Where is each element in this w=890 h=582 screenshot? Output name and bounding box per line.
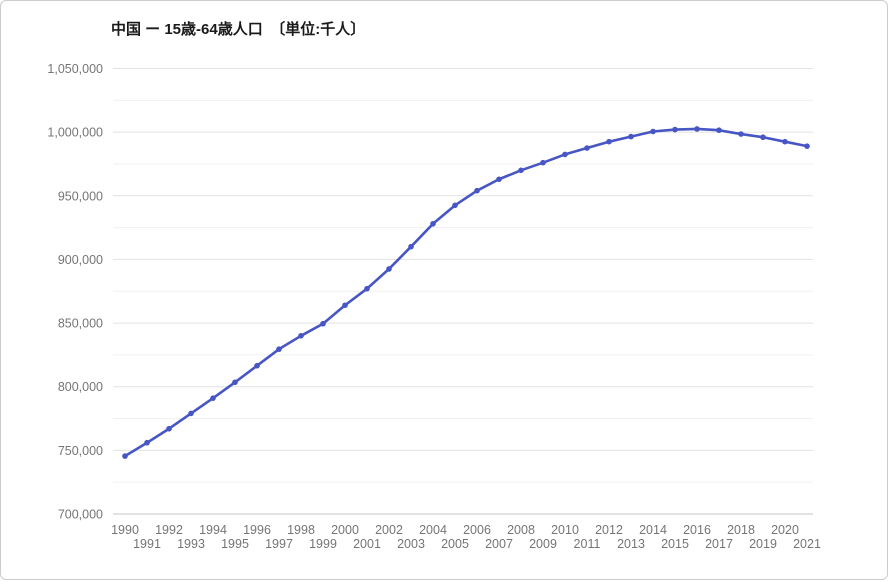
data-point xyxy=(452,202,458,209)
x-tick-label: 1992 xyxy=(155,523,183,537)
x-tick-label: 2011 xyxy=(574,537,601,551)
data-point xyxy=(276,346,282,352)
data-point xyxy=(738,131,744,137)
data-point xyxy=(628,133,634,140)
x-tick-label: 2019 xyxy=(749,537,777,551)
data-point xyxy=(430,220,436,227)
data-point xyxy=(144,439,150,446)
x-tick-label: 1997 xyxy=(265,537,293,551)
data-point xyxy=(782,138,788,145)
x-tick-label: 2014 xyxy=(639,523,667,537)
y-tick-label: 850,000 xyxy=(58,317,103,331)
x-tick-label: 2018 xyxy=(727,523,755,537)
data-point xyxy=(716,127,722,134)
x-tick-label: 1994 xyxy=(199,523,227,537)
data-point xyxy=(188,410,194,417)
data-point xyxy=(760,134,766,141)
data-point xyxy=(232,379,238,386)
x-tick-label: 2012 xyxy=(595,523,623,537)
x-tick-label: 2020 xyxy=(771,523,799,537)
y-tick-label: 800,000 xyxy=(58,380,103,394)
x-tick-label: 2003 xyxy=(397,537,425,551)
y-tick-label: 900,000 xyxy=(58,253,103,267)
x-tick-label: 2001 xyxy=(353,537,381,551)
x-tick-label: 1995 xyxy=(221,537,249,551)
data-point xyxy=(166,425,172,432)
x-tick-label: 2000 xyxy=(331,523,359,537)
x-tick-label: 2008 xyxy=(507,523,535,537)
x-tick-label: 2013 xyxy=(617,537,645,551)
x-tick-label: 1998 xyxy=(287,523,315,537)
data-point xyxy=(122,453,128,459)
x-tick-label: 2010 xyxy=(551,523,579,537)
y-tick-label: 950,000 xyxy=(58,189,103,203)
data-point xyxy=(694,126,700,132)
data-point xyxy=(298,333,304,339)
x-tick-label: 2021 xyxy=(793,537,821,551)
x-tick-label: 1990 xyxy=(111,523,139,537)
y-tick-label: 1,050,000 xyxy=(47,62,103,76)
x-tick-label: 2017 xyxy=(705,537,733,551)
x-tick-label: 2007 xyxy=(485,537,513,551)
data-point xyxy=(606,138,612,145)
x-tick-label: 2015 xyxy=(661,537,689,551)
data-point xyxy=(408,243,414,250)
x-tick-label: 1999 xyxy=(309,537,337,551)
data-point xyxy=(672,126,678,133)
x-tick-label: 1993 xyxy=(177,537,205,551)
data-point xyxy=(210,395,216,401)
y-tick-label: 1,000,000 xyxy=(47,126,103,140)
data-point xyxy=(650,128,656,135)
population-line-series xyxy=(123,127,809,458)
data-point xyxy=(474,187,480,194)
x-tick-label: 1991 xyxy=(133,537,161,551)
data-point xyxy=(496,176,502,183)
x-tick-label: 2005 xyxy=(441,537,469,551)
x-tick-label: 2004 xyxy=(419,523,447,537)
data-point xyxy=(254,362,260,369)
data-point xyxy=(540,159,546,166)
x-tick-label: 2009 xyxy=(529,537,557,551)
data-point xyxy=(320,320,326,327)
y-tick-label: 700,000 xyxy=(58,508,103,522)
data-point xyxy=(562,151,568,158)
chart-title: 中国 ー 15歳-64歳人口 〔単位:千人〕 xyxy=(111,21,366,38)
data-point xyxy=(518,167,524,174)
data-point xyxy=(342,302,348,309)
x-tick-label: 2006 xyxy=(463,523,491,537)
data-point xyxy=(386,266,392,272)
data-point xyxy=(364,285,370,292)
y-tick-label: 750,000 xyxy=(58,444,103,458)
x-tick-label: 1996 xyxy=(243,523,271,537)
x-tick-label: 2016 xyxy=(683,523,711,537)
data-point xyxy=(584,145,590,151)
data-point xyxy=(804,143,810,149)
x-tick-label: 2002 xyxy=(375,523,403,537)
